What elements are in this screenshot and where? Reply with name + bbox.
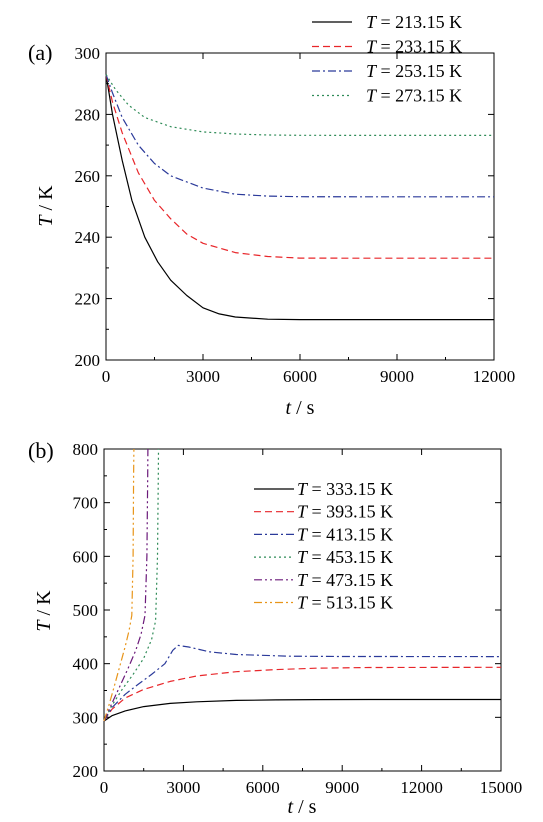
x-tick-label: 9000: [380, 367, 414, 386]
legend-label: T = 393.15 K: [297, 502, 393, 522]
y-tick-label: 300: [73, 708, 99, 727]
x-axis-title-a-unit: / s: [291, 397, 315, 419]
series-line: [105, 74, 494, 259]
series-line: [103, 666, 502, 722]
y-axis-title-b-symbol: T: [33, 619, 55, 632]
x-axis-title-b-symbol: t: [288, 796, 294, 818]
series-line: [105, 74, 494, 198]
legend-label: T = 253.15 K: [366, 61, 462, 81]
x-tick-label: 15000: [480, 778, 523, 797]
legend-a: T = 213.15 K T = 233.15 K T = 253.15 K T = …: [312, 12, 462, 106]
y-tick-label: 600: [73, 547, 99, 566]
chart-panel-a: (a) 0 3000 6000 9000 12000 200 220 240 260 280 300…: [28, 12, 515, 419]
x-axis-title-b-unit: / s: [293, 796, 317, 818]
x-tick-label: 6000: [283, 367, 317, 386]
legend-label: T = 333.15 K: [297, 479, 393, 499]
y-axis-title-b: T / K: [33, 590, 55, 632]
y-tick-label: 700: [73, 494, 99, 513]
x-axis-title-a-symbol: t: [286, 397, 292, 419]
x-tick-label: 12000: [400, 778, 443, 797]
plot-area-a: 0 3000 6000 9000 12000 200 220 240 260 280 300: [75, 44, 516, 386]
y-tick-label: 300: [75, 44, 101, 63]
series-line: [103, 448, 149, 722]
chart-panel-b: (b) 0 3000 6000 9000 12000 15000 200 300 400 500 6…: [28, 438, 522, 818]
series-line: [103, 448, 160, 722]
y-axis-title-b-unit: / K: [33, 590, 55, 621]
x-tick-label: 0: [100, 778, 109, 797]
y-tick-label: 280: [75, 105, 101, 124]
y-tick-label: 800: [73, 440, 99, 459]
y-tick-label: 400: [73, 655, 99, 674]
y-tick-label: 200: [73, 762, 99, 781]
legend-label: T = 213.15 K: [366, 12, 462, 32]
x-tick-label: 9000: [325, 778, 359, 797]
panel-label-b: (b): [28, 438, 54, 463]
x-tick-label: 3000: [186, 367, 220, 386]
x-axis-title-a: t / s: [286, 397, 315, 419]
panel-label-a: (a): [28, 40, 52, 65]
series-line: [103, 698, 501, 722]
series-line: [105, 74, 494, 321]
plot-area-b: 0 3000 6000 9000 12000 15000 200 300 400 500 600 70…: [73, 440, 523, 797]
x-tick-label: 6000: [246, 778, 280, 797]
legend-label: T = 233.15 K: [366, 37, 462, 57]
y-tick-label: 200: [75, 351, 101, 370]
series-line: [103, 448, 135, 722]
x-axis-title-b: t / s: [288, 796, 317, 818]
y-tick-label: 500: [73, 601, 99, 620]
y-axis-title-a-unit: / K: [35, 185, 57, 216]
legend-label: T = 273.15 K: [366, 86, 462, 106]
series-line: [105, 74, 494, 136]
legend-label: T = 413.15 K: [297, 524, 393, 544]
x-tick-label: 0: [102, 367, 111, 386]
x-tick-label: 12000: [473, 367, 516, 386]
series-line: [103, 644, 502, 722]
legend-label: T = 453.15 K: [297, 547, 393, 567]
y-tick-label: 260: [75, 167, 101, 186]
legend-label: T = 473.15 K: [297, 570, 393, 590]
y-axis-title-a-symbol: T: [35, 214, 57, 227]
legend-label: T = 513.15 K: [297, 593, 393, 613]
y-tick-label: 220: [75, 290, 101, 309]
y-axis-title-a: T / K: [35, 185, 57, 227]
x-tick-label: 3000: [166, 778, 200, 797]
y-tick-label: 240: [75, 228, 101, 247]
legend-b: T = 333.15 K T = 393.15 KT = 413.15 K T = …: [254, 479, 393, 613]
